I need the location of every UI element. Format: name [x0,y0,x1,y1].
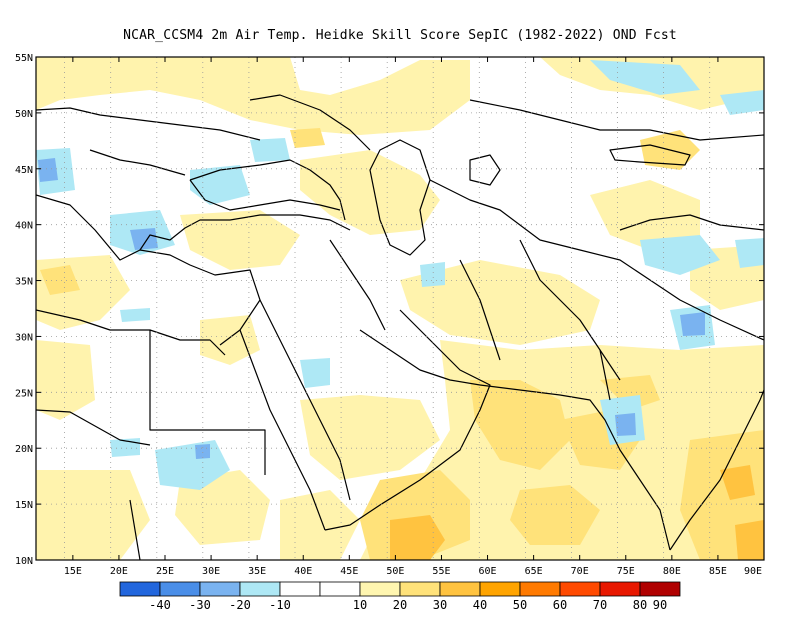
colorbar-label: -10 [269,598,291,612]
lon-tick-label: 50E [386,566,404,577]
colorbar-label: 90 [653,598,667,612]
colorbar-swatch [479,581,521,597]
lon-tick-label: 20E [110,566,128,577]
colorbar-label: 60 [553,598,567,612]
latitude-axis: 55N 50N 45N 40N 35N 30N 25N 20N 15N 10N [15,53,764,567]
colorbar-label: 10 [353,598,367,612]
colorbar-label: -20 [229,598,251,612]
colorbar-label: -40 [149,598,171,612]
coastlines [36,94,764,560]
colorbar-swatch [519,581,561,597]
colorbar: -40 -30 -20 -10 10 20 30 40 50 60 70 80 90 [119,581,681,612]
colorbar-swatch [319,581,361,597]
lat-tick-label: 10N [15,556,33,567]
lon-tick-label: 85E [709,566,727,577]
colorbar-swatch [119,581,161,597]
colorbar-swatch [559,581,601,597]
colorbar-swatch [159,581,201,597]
lon-tick-label: 40E [294,566,312,577]
chart-title: NCAR_CCSM4 2m Air Temp. Heidke Skill Sco… [123,28,677,43]
lon-tick-label: 60E [479,566,497,577]
lat-tick-label: 55N [15,53,33,64]
lon-tick-label: 65E [525,566,543,577]
lon-tick-label: 15E [64,566,82,577]
colorbar-swatch [399,581,441,597]
lon-tick-label: 55E [432,566,450,577]
plot-frame [35,56,765,561]
lat-tick-label: 40N [15,221,33,232]
lat-tick-label: 35N [15,277,33,288]
lat-tick-label: 45N [15,165,33,176]
lon-tick-label: 75E [617,566,635,577]
lat-tick-label: 50N [15,109,33,120]
colorbar-label: 40 [473,598,487,612]
skill-score-field [36,57,764,560]
colorbar-swatch [279,581,321,597]
colorbar-swatch [439,581,481,597]
lon-tick-label: 90E [744,566,762,577]
colorbar-swatch [599,581,641,597]
colorbar-swatch [239,581,281,597]
colorbar-label: 50 [513,598,527,612]
colorbar-swatch [639,581,681,597]
colorbar-label: 30 [433,598,447,612]
lon-tick-label: 45E [340,566,358,577]
lat-tick-label: 20N [15,444,33,455]
lon-tick-label: 80E [663,566,681,577]
lon-tick-label: 70E [571,566,589,577]
lon-tick-label: 35E [248,566,266,577]
colorbar-label: 70 [593,598,607,612]
lon-tick-label: 25E [156,566,174,577]
colorbar-swatch [199,581,241,597]
colorbar-label: 20 [393,598,407,612]
lat-tick-label: 15N [15,500,33,511]
colorbar-label: 80 [633,598,647,612]
longitude-axis: 15E 20E 25E 30E 35E 40E 45E 50E 55E 60E 65E 70E 75E 8… [64,57,765,577]
colorbar-swatch [359,581,401,597]
colorbar-label: -30 [189,598,211,612]
lon-tick-label: 30E [202,566,220,577]
lat-tick-label: 30N [15,332,33,343]
lat-tick-label: 25N [15,388,33,399]
